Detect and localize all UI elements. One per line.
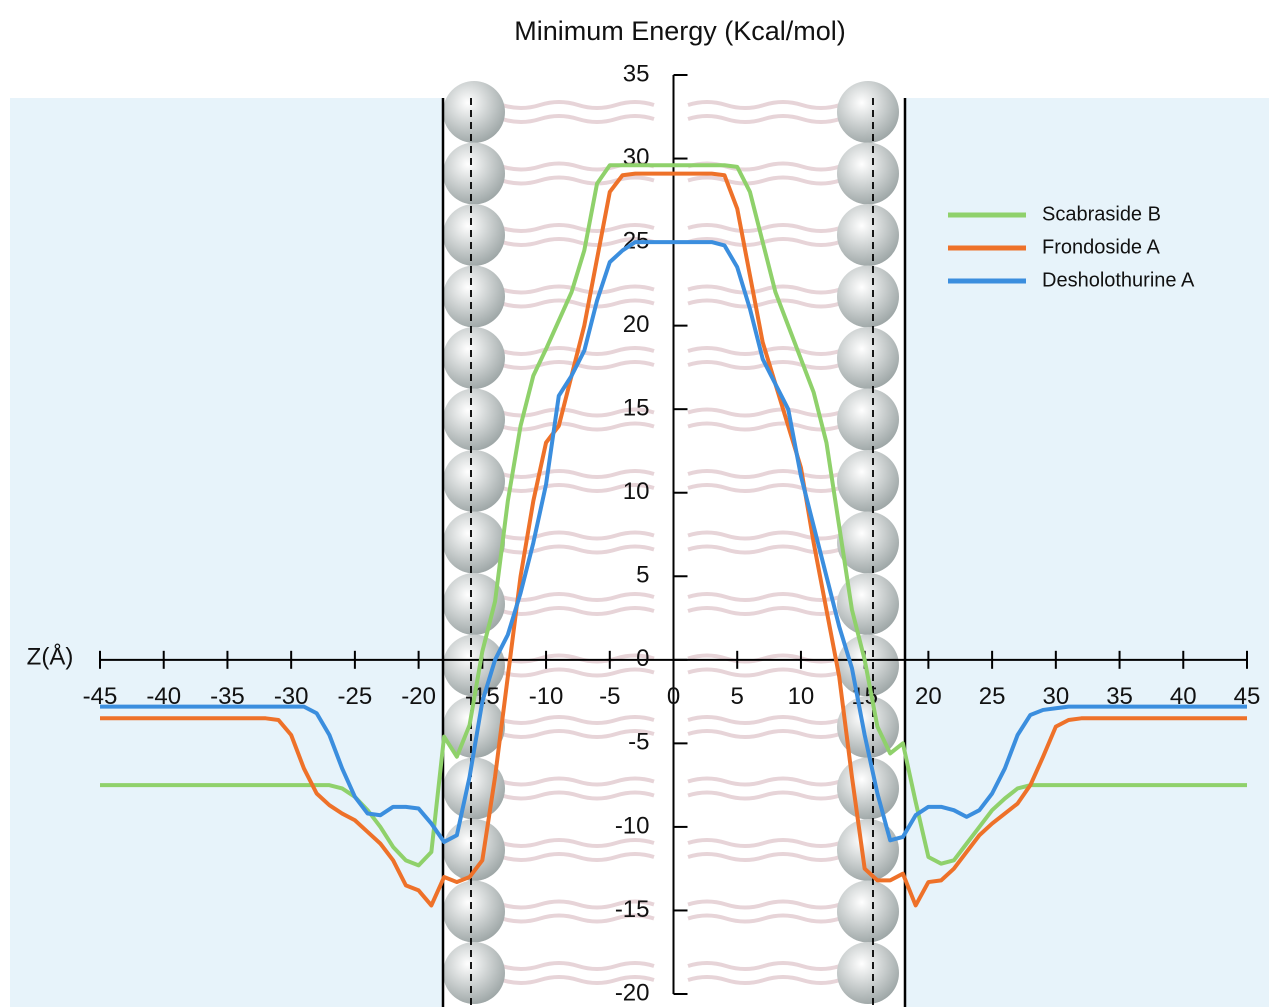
x-tick-label: -25 xyxy=(338,683,373,710)
x-tick-label: -5 xyxy=(599,683,620,710)
y-tick-label: 5 xyxy=(636,562,649,589)
lipid-head xyxy=(443,881,505,943)
y-tick-label: 35 xyxy=(623,60,650,87)
x-tick-label: 25 xyxy=(979,683,1006,710)
x-tick-label: 10 xyxy=(788,683,815,710)
legend-label: Scabraside B xyxy=(1042,203,1161,225)
y-tick-label: 15 xyxy=(623,395,650,422)
lipid-head xyxy=(443,81,505,143)
lipid-head xyxy=(837,881,899,943)
lipid-head xyxy=(443,204,505,266)
chart: Minimum Energy (Kcal/mol) Z(Å) -45-40-35… xyxy=(0,0,1269,1007)
lipid-head xyxy=(443,389,505,451)
x-tick-label: -10 xyxy=(529,683,564,710)
y-tick-label: -15 xyxy=(615,896,650,923)
lipid-head xyxy=(837,758,899,820)
x-tick-label: -20 xyxy=(401,683,436,710)
lipid-head xyxy=(443,327,505,389)
x-tick-label: 5 xyxy=(731,683,744,710)
lipid-head xyxy=(837,81,899,143)
y-tick-label: -10 xyxy=(615,812,650,839)
legend-label: Frondoside A xyxy=(1042,236,1161,258)
x-tick-label: 0 xyxy=(667,683,680,710)
lipid-head xyxy=(443,143,505,205)
y-tick-label: 20 xyxy=(623,311,650,338)
chart-title: Minimum Energy (Kcal/mol) xyxy=(514,16,846,46)
lipid-head xyxy=(837,204,899,266)
lipid-head xyxy=(443,942,505,1004)
x-tick-label: 20 xyxy=(915,683,942,710)
y-tick-label: -20 xyxy=(615,979,650,1006)
lipid-head xyxy=(443,512,505,574)
y-tick-label: -5 xyxy=(628,729,649,756)
lipid-head xyxy=(443,266,505,328)
x-axis-label: Z(Å) xyxy=(27,642,74,670)
lipid-head xyxy=(837,389,899,451)
lipid-head xyxy=(837,266,899,328)
lipid-head xyxy=(443,450,505,512)
lipid-head xyxy=(837,942,899,1004)
lipid-head xyxy=(837,450,899,512)
y-tick-label: 0 xyxy=(636,645,649,672)
lipid-head xyxy=(837,327,899,389)
y-tick-label: 10 xyxy=(623,478,650,505)
lipid-head xyxy=(837,143,899,205)
legend-label: Desholothurine A xyxy=(1042,269,1195,291)
